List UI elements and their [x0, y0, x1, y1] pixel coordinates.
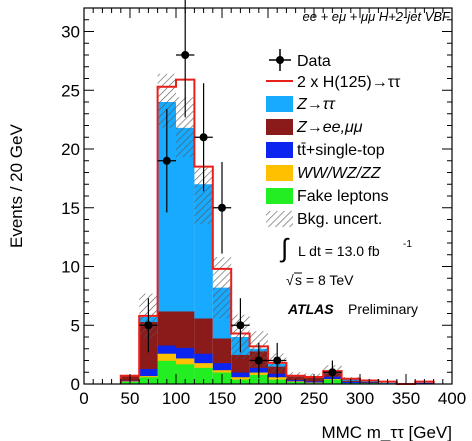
energy-label: s = 8 TeV	[295, 272, 354, 288]
lumi-label: L dt = 13.0 fb	[298, 243, 380, 259]
y-axis-label: Events / 20 GeV	[7, 124, 26, 248]
legend-ztautau-swatch	[266, 96, 293, 112]
bar-ww-wz-zz-140	[212, 369, 232, 373]
bar-z-ee--100	[176, 311, 195, 348]
bar-ww-wz-zz-160	[231, 376, 250, 380]
data-marker	[273, 356, 282, 365]
uncert-band-140	[212, 257, 232, 319]
legend: Data 2 x H(125)→ττ Z→ττ Z→ee,μμ tt̄+sing…	[266, 49, 418, 317]
bar-ww-wz-zz-120	[194, 362, 213, 368]
y-tick-label: 10	[61, 258, 80, 277]
y-tick-label: 5	[71, 316, 80, 335]
bar-ww-wz-zz-100	[176, 358, 195, 365]
bar-tt-single-top-100	[176, 347, 195, 359]
bar-z-ee--80	[157, 311, 176, 346]
bar-tt-single-top-60	[139, 368, 158, 377]
data-point-170	[231, 298, 250, 353]
data-marker	[328, 368, 337, 377]
uncert-band-100	[176, 97, 195, 158]
data-point-110	[176, 0, 195, 118]
data-marker	[254, 356, 263, 365]
data-points	[139, 0, 342, 384]
legend-ttbar-label: tt̄+single-top	[297, 142, 385, 159]
legend-diboson-label: WW/WZ/ZZ	[297, 165, 382, 182]
bar-ww-wz-zz-60	[139, 375, 158, 378]
legend-data-label: Data	[297, 53, 331, 70]
y-tick-label: 15	[61, 199, 80, 218]
bar-ww-wz-zz-80	[157, 353, 176, 361]
data-marker	[181, 51, 190, 59]
x-tick-label: 0	[79, 389, 88, 408]
bar-tt-single-top-120	[194, 353, 213, 364]
legend-uncert-label: Bkg. uncert.	[297, 211, 382, 228]
x-axis-label: MMC m_ττ [GeV]	[321, 423, 452, 441]
bar-ww-wz-zz-200	[268, 376, 287, 380]
bar-tt-single-top-140	[212, 362, 232, 371]
bar-z-ee--140	[212, 338, 232, 364]
y-tick-label: 0	[71, 375, 80, 394]
bar-fake-leptons-120	[194, 367, 213, 385]
data-point-130	[194, 83, 213, 192]
legend-zll-label: Z→ee,μμ	[296, 119, 363, 136]
y-tick-label: 30	[61, 23, 80, 42]
data-point-70	[139, 298, 158, 353]
data-marker	[144, 321, 153, 330]
x-tick-label: 400	[438, 389, 466, 408]
x-tick-label: 50	[121, 389, 140, 408]
uncert-band-120	[194, 167, 213, 225]
data-point-210	[268, 342, 287, 379]
data-point-150	[212, 161, 232, 254]
x-tick-label: 350	[392, 389, 420, 408]
bar-z--100	[176, 127, 195, 312]
legend-fake-label: Fake leptons	[297, 188, 389, 205]
data-marker	[218, 203, 226, 212]
data-marker	[236, 321, 245, 330]
integral-sign: ∫	[279, 233, 290, 263]
bar-tt-single-top-80	[157, 345, 176, 354]
tick-labels: 0 50 100 150 200 250 300 350 400 0 5 10 15 20 25 30	[61, 23, 466, 409]
data-point-190	[249, 342, 268, 379]
legend-fake-swatch	[266, 188, 293, 204]
channel-label: ee + eμ + μμ H+2-jet VBF	[303, 9, 452, 24]
bar-z-ee--120	[194, 318, 213, 354]
legend-data-marker	[269, 49, 291, 71]
legend-signal-label: 2 x H(125)→ττ	[297, 74, 401, 91]
lumi-exponent: -1	[403, 239, 412, 250]
x-tick-label: 100	[162, 389, 190, 408]
experiment-status: Preliminary	[348, 301, 418, 317]
x-tick-label: 250	[300, 389, 328, 408]
legend-zll-swatch	[266, 119, 293, 135]
axes	[83, 7, 453, 385]
y-tick-label: 20	[61, 140, 80, 159]
legend-ttbar-swatch	[266, 142, 293, 158]
legend-uncert-swatch	[266, 211, 293, 227]
legend-ztautau-label: Z→ττ	[296, 96, 336, 113]
experiment-label: ATLAS	[287, 301, 334, 317]
bar-tt-single-top-160	[231, 372, 250, 378]
x-tick-label: 150	[208, 389, 236, 408]
data-marker	[199, 133, 208, 142]
bar-fake-leptons-80	[157, 360, 176, 385]
bar-fake-leptons-100	[176, 364, 195, 385]
data-marker	[162, 156, 171, 165]
sqrt-sign: √	[286, 272, 294, 288]
y-tick-label: 25	[61, 81, 80, 100]
legend-diboson-swatch	[266, 165, 293, 181]
data-point-90	[157, 109, 176, 213]
x-tick-label: 200	[254, 389, 282, 408]
x-tick-label: 300	[346, 389, 374, 408]
